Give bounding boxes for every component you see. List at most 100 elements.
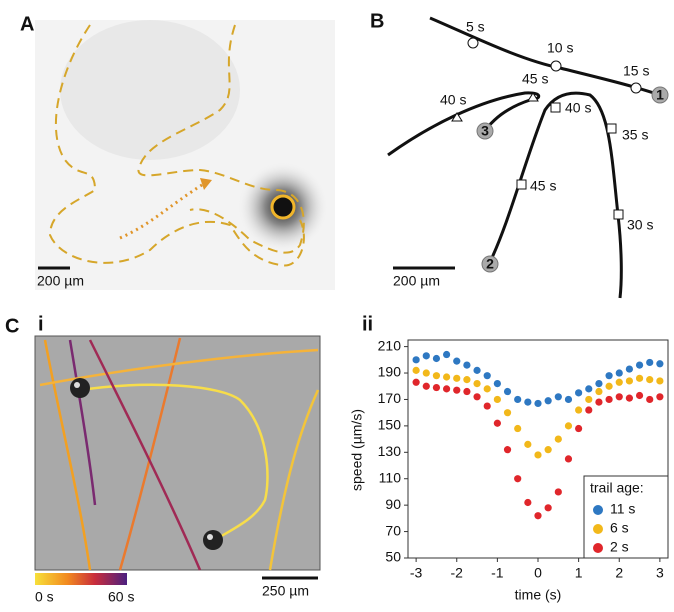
point [575, 389, 583, 397]
time-label: 40 s [565, 100, 591, 116]
point [605, 372, 613, 380]
y-tick-label: 170 [378, 390, 402, 406]
point [585, 385, 593, 393]
point [615, 393, 623, 401]
legend-marker [593, 505, 603, 515]
chart: 50 70 90 110 130 150 170 190 210 -3 -2 -1 0 1 2 3 trail … [378, 337, 669, 581]
point [493, 380, 501, 388]
trail-id: 2 [486, 256, 494, 272]
point [453, 374, 461, 382]
droplet [270, 194, 296, 220]
point [544, 504, 552, 512]
scale-label: 250 µm [262, 583, 309, 599]
point [595, 380, 603, 388]
point [422, 369, 430, 377]
point [524, 398, 532, 406]
point [422, 352, 430, 360]
x-tick-label: -3 [410, 565, 423, 581]
panel-label: C [5, 315, 19, 337]
point [564, 422, 573, 430]
x-axis-label: time (s) [515, 587, 562, 603]
point [615, 378, 623, 386]
legend-label: 11 s [610, 501, 635, 517]
point [514, 424, 522, 433]
point [514, 475, 522, 483]
time-label: 5 s [466, 19, 485, 35]
y-tick-label: 210 [378, 337, 402, 353]
x-tick-label: 3 [656, 565, 664, 581]
point [575, 406, 583, 414]
point [646, 358, 654, 367]
point [625, 394, 634, 402]
point [635, 374, 644, 382]
point [534, 399, 542, 408]
point [442, 373, 451, 381]
time-label: 35 s [622, 127, 648, 143]
colorbar [35, 573, 127, 585]
scale-label: 200 µm [37, 273, 84, 289]
point [442, 350, 451, 359]
legend-label: 6 s [610, 520, 629, 536]
colorbar-min: 0 s [35, 589, 54, 605]
point [412, 366, 420, 374]
point [442, 385, 451, 393]
time-markers [451, 37, 642, 220]
legend-title: trail age: [590, 480, 644, 496]
point [483, 402, 491, 410]
point [463, 361, 471, 369]
point [646, 376, 654, 384]
legend-label: 2 s [610, 539, 629, 555]
y-axis-label: speed (µm/s) [349, 409, 365, 491]
point [595, 387, 603, 396]
point [493, 419, 501, 427]
x-tick-label: -2 [451, 565, 464, 581]
time-label: 10 s [547, 40, 573, 56]
legend-marker [593, 524, 603, 534]
trail-id: 3 [481, 123, 489, 139]
point [463, 376, 471, 384]
sub-label: ii [362, 313, 373, 335]
colorbar-max: 60 s [108, 589, 134, 605]
y-tick-label: 50 [385, 549, 401, 565]
point [605, 395, 613, 404]
point [646, 395, 654, 404]
point [554, 393, 562, 401]
point [514, 395, 522, 404]
x-tick-label: 1 [575, 565, 583, 581]
point [575, 424, 583, 433]
point [473, 393, 481, 401]
panel-label: A [20, 13, 34, 35]
point [625, 377, 634, 385]
point [473, 380, 481, 388]
point [585, 395, 593, 404]
point [656, 393, 664, 401]
point [625, 365, 634, 373]
point [554, 435, 562, 443]
panel-label: B [370, 10, 384, 32]
point [656, 377, 664, 385]
y-tick-label: 130 [378, 443, 402, 459]
point [432, 354, 441, 363]
point [656, 360, 664, 368]
legend-marker [593, 543, 603, 553]
y-tick-label: 150 [378, 417, 402, 433]
point [635, 391, 644, 400]
colored-trails [39, 337, 320, 571]
time-label: 30 s [627, 217, 653, 233]
point [473, 366, 481, 374]
time-label: 15 s [623, 63, 649, 79]
x-tick-label: 0 [534, 565, 542, 581]
time-label: 40 s [440, 92, 466, 108]
point [412, 378, 420, 386]
point [432, 372, 441, 380]
trail-badges [476, 86, 669, 273]
point [422, 382, 430, 390]
beads [70, 378, 223, 550]
point [544, 446, 552, 454]
trail-id: 1 [656, 87, 664, 103]
point [544, 397, 552, 405]
point [585, 406, 593, 414]
y-tick-label: 190 [378, 364, 402, 380]
